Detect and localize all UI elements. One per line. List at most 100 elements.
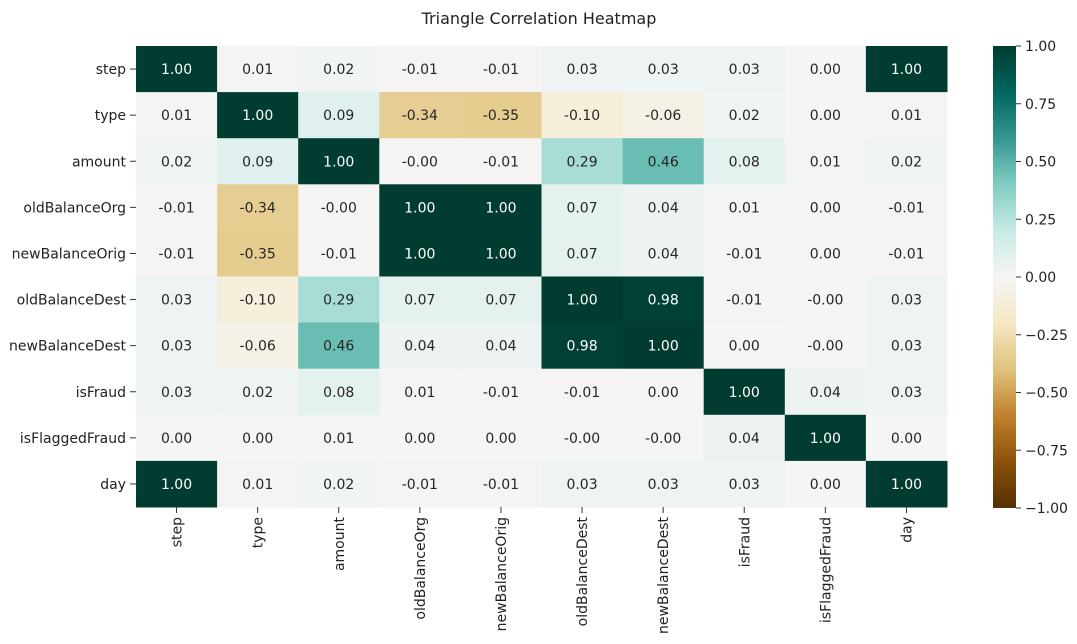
cell-value-label: 0.01 xyxy=(729,200,760,216)
cell-value-label: 0.00 xyxy=(810,108,841,124)
heatmap-cell xyxy=(622,184,705,231)
heatmap-cell xyxy=(865,276,948,324)
cell-value-label: 0.02 xyxy=(729,108,760,124)
column-label: type xyxy=(251,517,267,548)
colorbar-tick-label: −0.25 xyxy=(1025,328,1068,344)
cell-value-label: 0.29 xyxy=(323,293,354,309)
heatmap-cell xyxy=(379,46,461,93)
cell-value-label: 0.98 xyxy=(648,293,679,309)
heatmap-cell xyxy=(217,184,299,231)
cell-value-label: 0.03 xyxy=(161,339,192,355)
heatmap-cell xyxy=(784,230,867,277)
heatmap-cell xyxy=(298,368,380,416)
cell-value-label: -0.01 xyxy=(321,246,357,262)
row-label: oldBalanceOrg xyxy=(23,200,126,216)
heatmap-cell xyxy=(217,138,299,185)
cell-value-label: 0.04 xyxy=(648,246,679,262)
heatmap-cell xyxy=(217,230,299,277)
heatmap-cell xyxy=(622,92,705,139)
heatmap-cell xyxy=(703,322,786,370)
cell-value-label: -0.10 xyxy=(240,293,276,309)
heatmap-cell xyxy=(379,138,461,185)
row-label: newBalanceDest xyxy=(9,339,126,355)
cell-value-label: -0.10 xyxy=(564,108,600,124)
cell-value-label: 0.00 xyxy=(485,431,516,447)
heatmap-cell xyxy=(541,46,624,93)
cell-value-label: -0.34 xyxy=(240,200,276,216)
heatmap-cell xyxy=(217,46,299,93)
heatmap-cell xyxy=(865,322,948,370)
heatmap-cells: 1.00 0.01 0.02 -0.01 -0.01 0.03 0.03 0.03 0.00 1.… xyxy=(136,46,948,508)
cell-value-label: 0.98 xyxy=(566,339,597,355)
cell-value-label: 1.00 xyxy=(891,477,922,493)
cell-value-label: -0.01 xyxy=(483,477,519,493)
cell-value-label: 0.46 xyxy=(648,154,679,170)
colorbar-tick-label: −0.50 xyxy=(1025,386,1068,402)
heatmap-cell xyxy=(379,460,461,508)
colorbar-tick-label: 0.00 xyxy=(1025,270,1056,286)
cell-value-label: -0.34 xyxy=(402,108,438,124)
cell-value-label: 0.00 xyxy=(810,200,841,216)
cell-value-label: 0.04 xyxy=(648,200,679,216)
cell-value-label: 0.03 xyxy=(648,62,679,78)
heatmap-cell xyxy=(217,368,299,416)
heatmap-cell xyxy=(541,230,624,277)
heatmap-cell xyxy=(622,276,705,324)
heatmap-cell xyxy=(460,46,542,93)
cell-value-label: 0.00 xyxy=(404,431,435,447)
heatmap-cell xyxy=(865,460,948,508)
heatmap-cell xyxy=(541,414,624,462)
row-label: oldBalanceDest xyxy=(17,293,127,309)
cell-value-label: -0.01 xyxy=(402,62,438,78)
heatmap-cell xyxy=(622,322,705,370)
cell-value-label: 0.08 xyxy=(729,154,760,170)
cell-value-label: -0.01 xyxy=(483,385,519,401)
heatmap-cell xyxy=(703,92,786,139)
heatmap-cell xyxy=(460,184,542,231)
colorbar-tick-label: 0.75 xyxy=(1025,97,1056,113)
cell-value-label: 0.02 xyxy=(242,385,273,401)
cell-value-label: 1.00 xyxy=(161,477,192,493)
colorbar-tick-label: −1.00 xyxy=(1025,501,1068,517)
cell-value-label: 0.00 xyxy=(161,431,192,447)
heatmap-cell xyxy=(622,414,705,462)
cell-value-label: 0.04 xyxy=(810,385,841,401)
heatmap-cell xyxy=(784,184,867,231)
heatmap-cell xyxy=(541,322,624,370)
column-label: amount xyxy=(332,517,348,572)
heatmap-cell xyxy=(136,46,218,93)
column-label: oldBalanceDest xyxy=(575,516,591,626)
heatmap-cell xyxy=(298,460,380,508)
heatmap-cell xyxy=(460,138,542,185)
row-label: step xyxy=(96,62,126,78)
heatmap-cell xyxy=(865,138,948,185)
heatmap-cell xyxy=(622,460,705,508)
cell-value-label: 1.00 xyxy=(810,431,841,447)
cell-value-label: 0.03 xyxy=(648,477,679,493)
heatmap-cell xyxy=(703,230,786,277)
cell-value-label: 0.01 xyxy=(242,477,273,493)
heatmap-cell xyxy=(136,230,218,277)
heatmap-cell xyxy=(298,46,380,93)
cell-value-label: 1.00 xyxy=(404,200,435,216)
heatmap-cell xyxy=(703,184,786,231)
cell-value-label: -0.01 xyxy=(726,293,762,309)
heatmap-cell xyxy=(865,184,948,231)
cell-value-label: 0.02 xyxy=(323,477,354,493)
heatmap-cell xyxy=(460,460,542,508)
heatmap-cell xyxy=(703,368,786,416)
cell-value-label: 0.03 xyxy=(566,62,597,78)
heatmap-cell xyxy=(865,46,948,93)
cell-value-label: 0.03 xyxy=(729,62,760,78)
heatmap-cell xyxy=(784,460,867,508)
heatmap-cell xyxy=(865,230,948,277)
cell-value-label: 0.07 xyxy=(404,293,435,309)
heatmap-cell xyxy=(784,322,867,370)
chart-title: Triangle Correlation Heatmap xyxy=(421,9,657,28)
cell-value-label: 0.00 xyxy=(810,477,841,493)
cell-value-label: -0.01 xyxy=(564,385,600,401)
heatmap-cell xyxy=(784,138,867,185)
cell-value-label: 1.00 xyxy=(566,293,597,309)
heatmap-cell xyxy=(784,368,867,416)
heatmap-cell xyxy=(136,92,218,139)
